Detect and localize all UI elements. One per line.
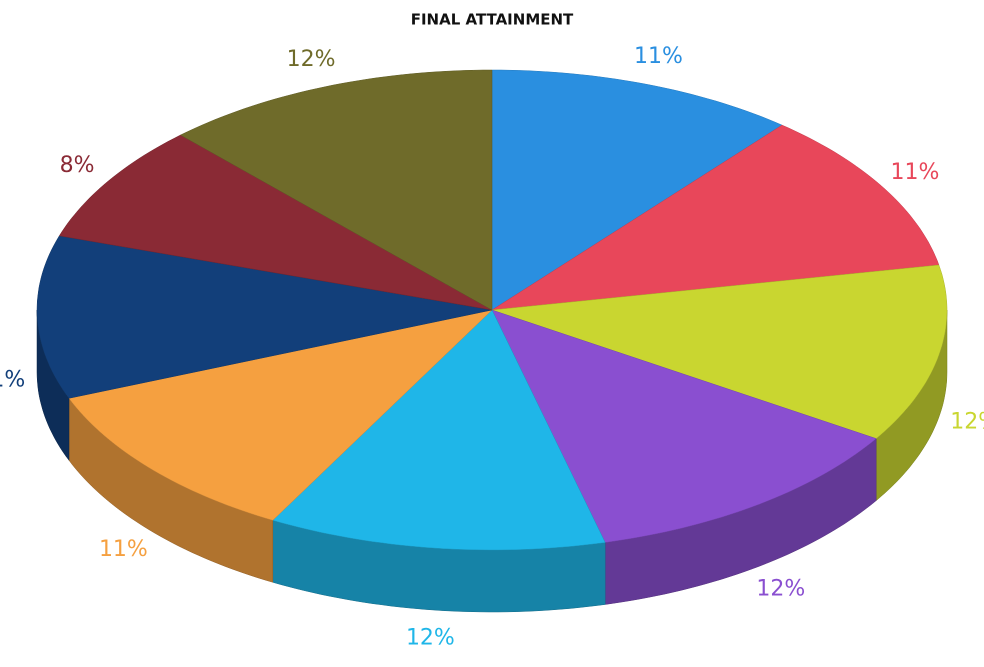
data-label: 11% (0, 367, 25, 392)
slice (68, 309, 493, 521)
data-label: 12% (950, 409, 984, 434)
data-label: 12% (406, 626, 455, 651)
slice (491, 309, 877, 543)
data-label: 11% (99, 537, 148, 562)
data-label: 11% (634, 44, 683, 69)
slice (179, 69, 493, 311)
data-label: 12% (756, 577, 805, 602)
slice (491, 69, 783, 311)
slice (491, 124, 940, 311)
slice (491, 264, 948, 439)
slice (58, 134, 493, 311)
slice (272, 309, 606, 551)
data-label: 8% (60, 153, 95, 178)
slice (36, 235, 493, 399)
chart-title: FINAL ATTAINMENT (411, 11, 574, 29)
data-label: 11% (891, 160, 940, 185)
data-label: 12% (287, 47, 336, 72)
